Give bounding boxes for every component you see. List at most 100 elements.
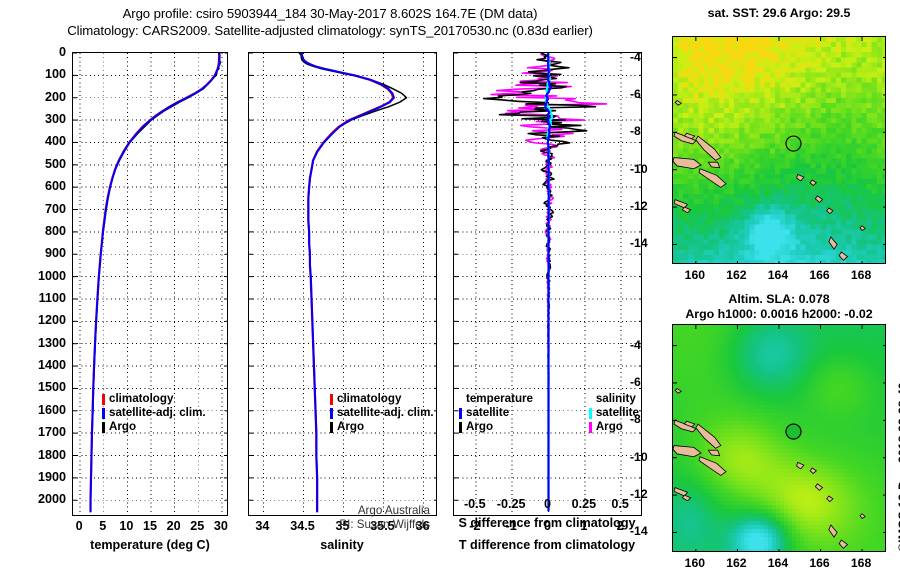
page-title-line1: Argo profile: csiro 5903944_184 30-May-2… bbox=[122, 6, 538, 21]
legend-label: Argo bbox=[466, 420, 494, 434]
depth-tick-label: 1900 bbox=[37, 469, 66, 484]
axis-tick-label: 35 bbox=[335, 519, 350, 533]
legend-column: salinity satellite Argo bbox=[588, 392, 639, 435]
legend-label: satellite-adj. clim. bbox=[109, 406, 206, 420]
legend-item: satellite bbox=[459, 406, 533, 420]
axis-tick-label: 36 bbox=[415, 519, 430, 533]
map-lat-tick-label: -14 bbox=[630, 524, 648, 539]
axis-tick-label: 30 bbox=[213, 519, 228, 533]
difference-profile-panel bbox=[453, 52, 642, 516]
depth-tick-label: 400 bbox=[44, 134, 66, 149]
map-lat-tick-label: -12 bbox=[630, 199, 648, 214]
axis-tick-label: -0.5 bbox=[463, 497, 486, 511]
depth-tick-label: 1700 bbox=[37, 425, 66, 440]
map-lat-tick-label: -8 bbox=[630, 412, 641, 427]
copyright-label: ©IMOS 12-Dec-2018 22:28:40 bbox=[896, 382, 900, 552]
depth-tick-label: 100 bbox=[44, 67, 66, 82]
map-lon-tick-label: 166 bbox=[809, 268, 830, 282]
depth-tick-label: 600 bbox=[44, 179, 66, 194]
temperature-difference-axis-title: T difference from climatology bbox=[458, 538, 636, 552]
axis-tick-label: 2 bbox=[616, 519, 624, 533]
depth-tick-label: 1000 bbox=[37, 268, 66, 283]
legend-item: climatology bbox=[102, 392, 206, 406]
depth-tick-label: 1600 bbox=[37, 402, 66, 417]
legend-swatch bbox=[588, 421, 592, 433]
depth-tick-label: 2000 bbox=[37, 492, 66, 507]
salinity-profile-panel bbox=[248, 52, 437, 516]
legend-swatch bbox=[102, 421, 105, 433]
map-lat-tick-label: -10 bbox=[630, 449, 648, 464]
axis-tick-label: -1 bbox=[505, 519, 517, 533]
depth-tick-label: 1800 bbox=[37, 447, 66, 462]
legend-label: climatology bbox=[337, 392, 402, 405]
sst-map[interactable] bbox=[672, 36, 886, 264]
legend-item: satellite-adj. clim. bbox=[102, 406, 206, 420]
legend-column-header: salinity bbox=[595, 392, 636, 405]
axis-tick-label: 34 bbox=[255, 519, 270, 533]
axis-tick-label: 10 bbox=[119, 519, 134, 533]
axis-tick-label: 15 bbox=[142, 519, 158, 533]
legend-label: Argo bbox=[595, 420, 623, 434]
depth-tick-label: 300 bbox=[44, 112, 66, 127]
depth-tick-label: 900 bbox=[44, 246, 66, 261]
map-lat-tick-label: -6 bbox=[630, 86, 641, 101]
map-lon-tick-label: 168 bbox=[850, 556, 872, 570]
salinity-legend: climatology satellite-adj. clim. Argo bbox=[330, 392, 434, 435]
legend-column: temperature satellite Argo bbox=[459, 392, 533, 435]
depth-tick-label: 0 bbox=[58, 45, 66, 59]
legend-swatch bbox=[330, 421, 333, 433]
map-lon-tick-label: 162 bbox=[726, 268, 747, 282]
axis-tick-label: 0 bbox=[543, 519, 552, 533]
depth-tick-label: 500 bbox=[44, 156, 66, 171]
map-lat-tick-label: -4 bbox=[630, 49, 641, 64]
page-title-line2: Climatology: CARS2009. Satellite-adjuste… bbox=[67, 23, 593, 38]
map-lat-tick-label: -8 bbox=[630, 124, 641, 139]
axis-tick-label: -2 bbox=[469, 519, 481, 533]
legend-item: Argo bbox=[330, 420, 434, 434]
depth-tick-label: 1100 bbox=[38, 290, 66, 305]
depth-tick-label: 700 bbox=[44, 201, 66, 216]
sst-map-header: sat. SST: 29.6 Argo: 29.5 bbox=[707, 6, 851, 20]
legend-item: Argo bbox=[459, 420, 533, 434]
map-lat-tick-label: -12 bbox=[630, 487, 648, 502]
sla-map[interactable] bbox=[672, 324, 886, 552]
axis-tick-label: 34.5 bbox=[290, 519, 315, 533]
legend-label: Argo bbox=[337, 420, 365, 434]
legend-swatch bbox=[102, 393, 105, 405]
legend-label: climatology bbox=[109, 392, 174, 405]
sla-map-header-line1: Altim. SLA: 0.078 bbox=[728, 292, 830, 306]
axis-tick-label: 0.25 bbox=[571, 497, 597, 511]
legend-item: Argo bbox=[102, 420, 206, 434]
map-lon-tick-label: 166 bbox=[809, 556, 830, 570]
temperature-profile-panel bbox=[72, 52, 228, 516]
depth-tick-label: 800 bbox=[44, 223, 66, 238]
legend-swatch bbox=[459, 407, 462, 419]
legend-swatch bbox=[459, 421, 462, 433]
axis-tick-label: 5 bbox=[99, 519, 107, 533]
program-annotation: Argo Australia PI: Susan Wijffels bbox=[260, 504, 430, 532]
axis-tick-label: 0 bbox=[75, 519, 83, 533]
legend-item: climatology bbox=[330, 392, 434, 406]
salinity-difference-axis-title: S difference from climatology bbox=[458, 516, 636, 530]
depth-tick-label: 1200 bbox=[37, 313, 66, 328]
sla-map-header-line2: Argo h1000: 0.0016 h2000: -0.02 bbox=[685, 307, 873, 321]
salinity-axis-title: salinity bbox=[320, 538, 364, 552]
legend-item: Argo bbox=[588, 420, 639, 434]
axis-tick-label: 35.5 bbox=[370, 519, 395, 533]
map-lat-tick-label: -10 bbox=[630, 161, 648, 176]
map-lat-tick-label: -6 bbox=[630, 374, 641, 389]
legend-swatch bbox=[330, 393, 333, 405]
map-lon-tick-label: 162 bbox=[726, 556, 747, 570]
map-lat-tick-label: -4 bbox=[630, 337, 641, 352]
legend-label: satellite bbox=[595, 406, 639, 420]
legend-swatch bbox=[330, 407, 333, 419]
depth-tick-label: 1500 bbox=[37, 380, 66, 395]
temperature-legend: climatology satellite-adj. clim. Argo bbox=[102, 392, 206, 435]
difference-legend: temperature satellite Argo salinity satellit… bbox=[459, 392, 639, 435]
legend-swatch bbox=[588, 407, 592, 419]
axis-tick-label: 25 bbox=[190, 519, 205, 533]
map-lat-tick-label: -14 bbox=[630, 236, 648, 251]
depth-tick-label: 200 bbox=[44, 89, 66, 104]
axis-tick-label: 0.5 bbox=[611, 497, 629, 511]
legend-column-header: temperature bbox=[466, 392, 534, 405]
